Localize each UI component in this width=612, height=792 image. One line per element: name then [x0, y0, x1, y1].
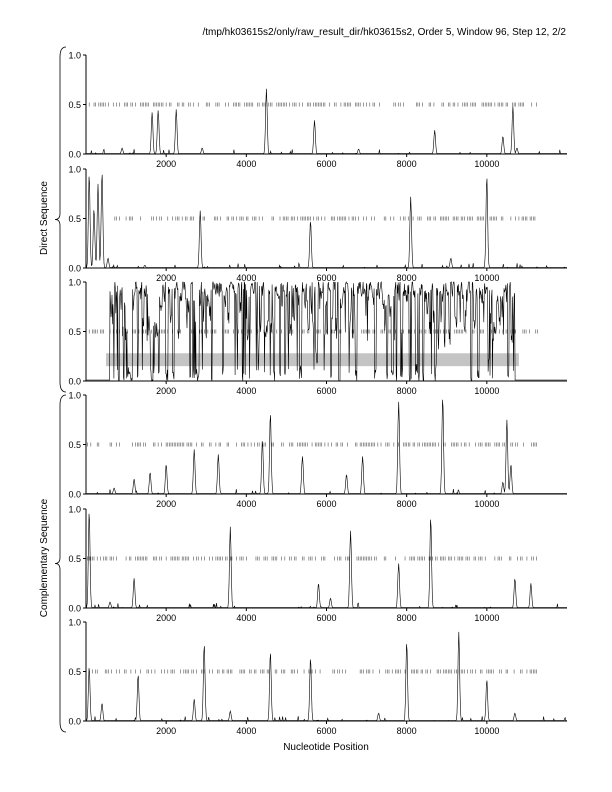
x-tick-label: 6000: [316, 499, 336, 509]
x-tick-label: 2000: [156, 273, 176, 283]
y-tick-label: 0.5: [68, 440, 81, 450]
panel-complementary-2: 0.0 0.5 1.0 2000 4000 6000 8000 10000: [68, 505, 567, 623]
x-tick-label: 6000: [316, 726, 336, 736]
group-label-complementary: Complementary Sequence: [39, 498, 50, 617]
panel-complementary-1: 0.0 0.5 1.0 2000 4000 6000 8000 10000: [68, 391, 567, 509]
x-tick-label: 2000: [156, 159, 176, 169]
y-tick-label: 1.0: [68, 165, 81, 175]
y-tick-label: 1.0: [68, 278, 81, 288]
x-tick-label: 6000: [316, 386, 336, 396]
x-tick-label: 8000: [397, 726, 417, 736]
x-tick-label: 8000: [397, 613, 417, 623]
group-label-direct: Direct Sequence: [39, 181, 50, 255]
x-tick-label: 2000: [156, 499, 176, 509]
y-tick-label: 0.0: [68, 490, 81, 500]
signal-line: [86, 399, 567, 495]
panel-direct-3: 0.0 0.5 1.0 2000 4000 6000 8000 10000: [68, 278, 567, 396]
signal-line: [86, 631, 567, 722]
x-tick-label: 2000: [156, 613, 176, 623]
y-tick-label: 1.0: [68, 505, 81, 515]
panel-direct-1: 0.0 0.5 1.0 2000 4000 6000 8000 10000: [68, 51, 567, 169]
x-tick-label: 4000: [236, 726, 256, 736]
y-tick-label: 1.0: [68, 51, 81, 61]
figure-title: /tmp/hk03615s2/only/raw_result_dir/hk036…: [202, 27, 566, 38]
x-tick-label: 4000: [236, 159, 256, 169]
x-tick-label: 4000: [236, 613, 256, 623]
signal-line: [86, 88, 567, 155]
signal-line: [86, 280, 567, 382]
signal-line: [85, 174, 567, 269]
x-tick-label: 6000: [316, 159, 336, 169]
half-level-marks: [87, 556, 537, 561]
half-level-marks: [92, 669, 537, 674]
y-tick-label: 0.0: [68, 150, 81, 160]
x-tick-label: 8000: [397, 273, 417, 283]
x-tick-label: 8000: [397, 159, 417, 169]
x-tick-label: 4000: [236, 499, 256, 509]
half-level-marks: [87, 442, 537, 447]
y-tick-label: 1.0: [68, 618, 81, 628]
x-tick-label: 2000: [156, 726, 176, 736]
y-tick-label: 0.5: [68, 100, 81, 110]
x-tick-label: 6000: [316, 613, 336, 623]
x-tick-label: 10000: [474, 159, 499, 169]
y-tick-label: 0.0: [68, 604, 81, 614]
x-tick-label: 10000: [474, 613, 499, 623]
y-tick-label: 1.0: [68, 391, 81, 401]
y-tick-label: 0.0: [68, 264, 81, 274]
signal-line: [85, 513, 567, 608]
half-level-marks: [88, 102, 537, 107]
x-axis-label: Nucleotide Position: [283, 742, 369, 753]
y-tick-label: 0.0: [68, 717, 81, 727]
x-tick-label: 10000: [474, 386, 499, 396]
x-tick-label: 10000: [474, 273, 499, 283]
group-brace: [54, 394, 67, 733]
y-tick-label: 0.5: [68, 214, 81, 224]
x-tick-label: 10000: [474, 499, 499, 509]
x-tick-label: 8000: [397, 386, 417, 396]
x-tick-label: 2000: [156, 386, 176, 396]
group-brace: [54, 46, 67, 393]
x-tick-label: 8000: [397, 499, 417, 509]
y-tick-label: 0.5: [68, 554, 81, 564]
half-level-marks: [114, 216, 536, 221]
y-tick-label: 0.0: [68, 377, 81, 387]
panel-direct-2: 0.0 0.5 1.0 2000 4000 6000 8000 10000: [68, 165, 567, 283]
y-tick-label: 0.5: [68, 667, 81, 677]
x-tick-label: 4000: [236, 273, 256, 283]
panel-complementary-3: 0.0 0.5 1.0 2000 4000 6000 8000 10000: [68, 618, 567, 736]
x-tick-label: 4000: [236, 386, 256, 396]
x-tick-label: 6000: [316, 273, 336, 283]
x-tick-label: 10000: [474, 726, 499, 736]
y-tick-label: 0.5: [68, 327, 81, 337]
